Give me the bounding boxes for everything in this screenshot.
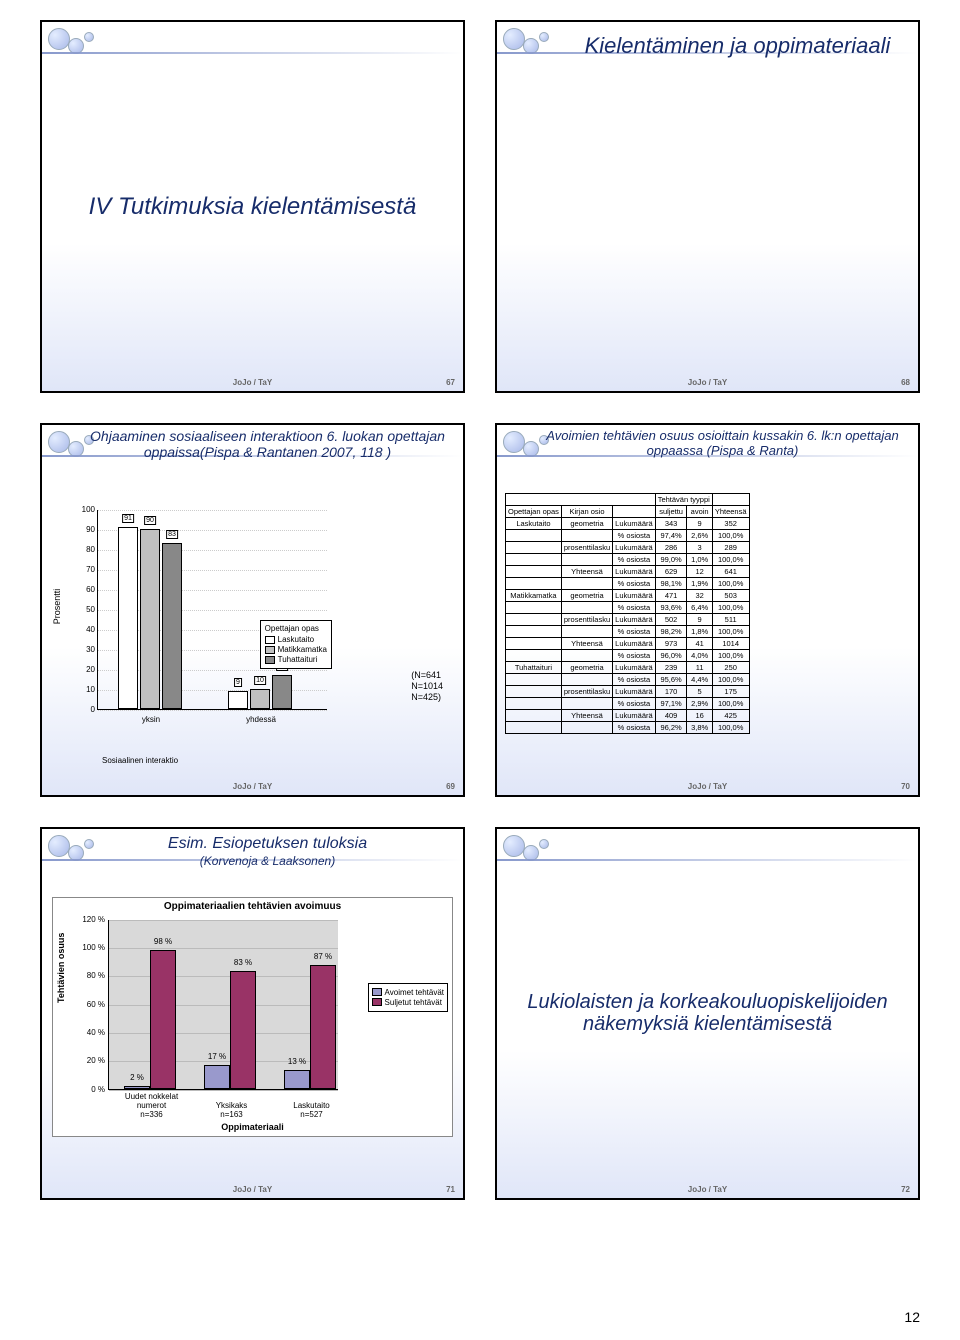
slide-title: Esim. Esiopetuksen tuloksia (Korvenoja &…	[82, 835, 453, 870]
slide-5: Esim. Esiopetuksen tuloksia (Korvenoja &…	[40, 827, 465, 1200]
slide-6: Lukiolaisten ja korkeakouluopiskelijoide…	[495, 827, 920, 1200]
x-axis-title: Sosiaalinen interaktio	[102, 756, 178, 765]
n-labels: (N=641N=1014N=425)	[411, 670, 443, 702]
slide-grid: IV Tutkimuksia kielentämisestä JoJo / Ta…	[40, 20, 920, 1200]
y-axis-label: Prosentti	[52, 589, 62, 625]
slide-title: Kielentäminen ja oppimateriaali	[567, 34, 908, 58]
slide-3: Ohjaaminen sosiaaliseen interaktioon 6. …	[40, 423, 465, 796]
esi-y-label: Tehtävien osuus	[56, 932, 66, 1002]
slide-1: IV Tutkimuksia kielentämisestä JoJo / Ta…	[40, 20, 465, 393]
slide-footer: JoJo / TaY71	[42, 1185, 463, 1194]
slide-2: Kielentäminen ja oppimateriaali JoJo / T…	[495, 20, 920, 393]
slide-footer: JoJo / TaY67	[42, 378, 463, 387]
bar-chart: Prosentti 0102030405060708090100919083yk…	[52, 505, 453, 769]
esi-legend: Avoimet tehtävätSuljetut tehtävät	[368, 983, 448, 1012]
esi-x-title: Oppimateriaali	[221, 1122, 284, 1132]
esi-chart-title: Oppimateriaalien tehtävien avoimuus	[53, 898, 452, 915]
slide-title: Avoimien tehtävien osuus osioittain kuss…	[537, 429, 908, 458]
page-number: 12	[904, 1309, 920, 1325]
slide-title: Ohjaaminen sosiaaliseen interaktioon 6. …	[82, 429, 453, 460]
slide-footer: JoJo / TaY68	[497, 378, 918, 387]
slide-footer: JoJo / TaY69	[42, 782, 463, 791]
slide-title: IV Tutkimuksia kielentämisestä	[62, 193, 443, 219]
slide-4: Avoimien tehtävien osuus osioittain kuss…	[495, 423, 920, 796]
esi-chart: Oppimateriaalien tehtävien avoimuus Teht…	[52, 897, 453, 1137]
slide-footer: JoJo / TaY72	[497, 1185, 918, 1194]
slide-footer: JoJo / TaY70	[497, 782, 918, 791]
data-table: Tehtävän tyyppiOpettajan opasKirjan osio…	[505, 493, 750, 734]
slide-title: Lukiolaisten ja korkeakouluopiskelijoide…	[517, 991, 898, 1035]
